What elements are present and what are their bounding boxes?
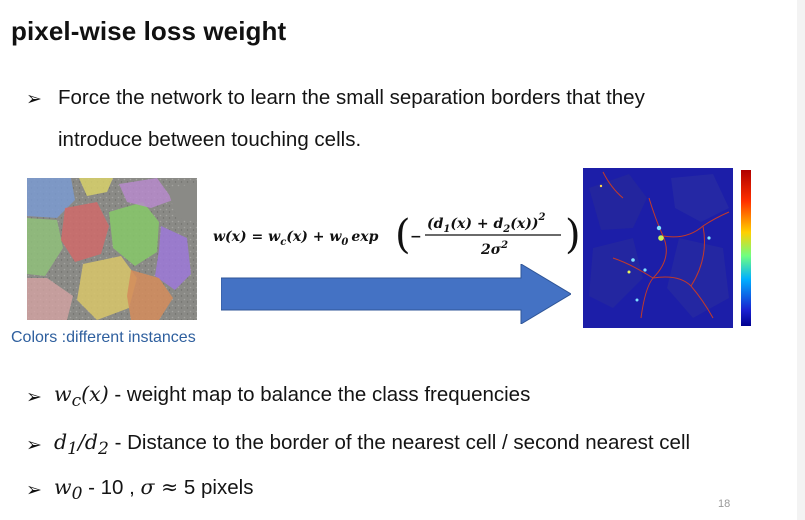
def-parameters: w0 - 10 , σ ≈ 5 pixels — [54, 475, 254, 505]
svg-text:−: − — [410, 229, 422, 245]
slide-title: pixel-wise loss weight — [11, 16, 287, 46]
weight-formula-svg: w(x) = wc(x) + w0 exp ( ) − (d1(x) + d2(x… — [213, 212, 581, 258]
image-caption: Colors :different instances — [11, 329, 196, 346]
weight-map-image — [583, 168, 751, 328]
transform-arrow-icon — [221, 264, 571, 324]
svg-text:(d1(x) + d2(x))2: (d1(x) + d2(x))2 — [427, 212, 545, 235]
formula-lhs: w(x) = w — [213, 229, 281, 245]
svg-text:2σ2: 2σ2 — [480, 240, 508, 258]
weight-formula: w(x) = wc(x) + w0 exp ( ) − (d1(x) + d2(x… — [213, 200, 583, 260]
page-number: 18 — [718, 498, 731, 510]
formula-mid-sub: 0 — [341, 237, 348, 248]
def-weight-map: wc(x) - weight map to balance the class … — [54, 382, 531, 412]
svg-text:): ) — [565, 212, 581, 258]
formula-lhs-sub: c — [280, 237, 286, 248]
bullet-1-line-2: introduce between touching cells. — [58, 128, 362, 151]
svg-text:(: ( — [395, 212, 411, 258]
formula-exp: exp — [351, 229, 378, 245]
formula-numerator: (d — [427, 216, 444, 232]
bullet-arrow-icon: ➢ — [26, 435, 42, 456]
formula-denominator: 2σ — [480, 242, 502, 258]
colorbar — [741, 170, 751, 326]
slide-edge-shade — [797, 0, 805, 520]
cell-instances-image — [27, 178, 197, 320]
bullet-arrow-icon: ➢ — [26, 387, 42, 408]
formula-mid: (x) + w — [286, 229, 342, 245]
bullet-1-line-1: Force the network to learn the small sep… — [58, 86, 645, 109]
bullet-arrow-icon: ➢ — [26, 89, 42, 110]
def-distances: d1/d2 - Distance to the border of the ne… — [54, 430, 691, 460]
bullet-arrow-icon: ➢ — [26, 480, 42, 501]
